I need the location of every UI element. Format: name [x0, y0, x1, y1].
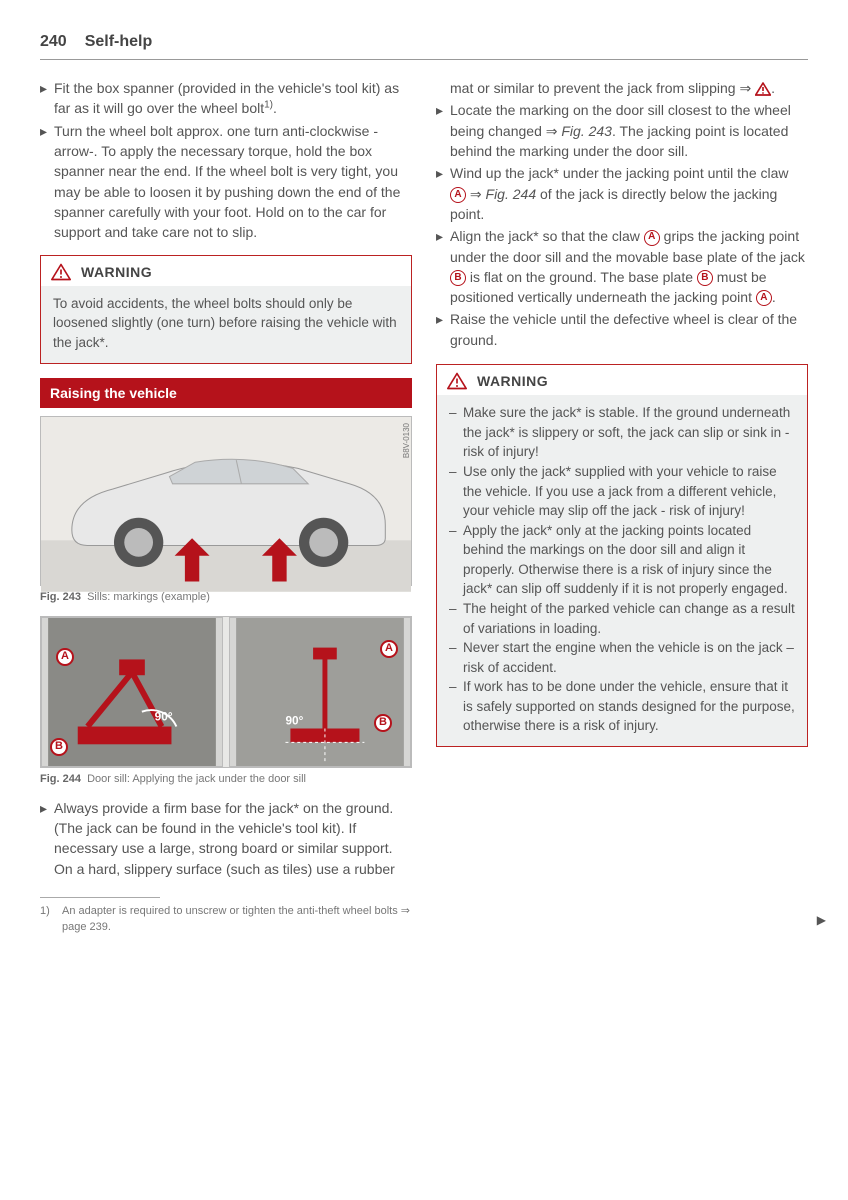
warning-box: WARNING –Make sure the jack* is stable. …: [436, 364, 808, 747]
bullet-marker: ▸: [40, 798, 54, 879]
warning-item-text: Apply the jack* only at the jacking poin…: [463, 521, 795, 599]
warning-header: WARNING: [437, 365, 807, 395]
warning-triangle-icon: [755, 82, 771, 96]
bullet-text: Wind up the jack* under the jacking poin…: [450, 163, 808, 224]
figure-code: B8V-0130: [401, 423, 413, 458]
footnote-number: 1): [40, 904, 62, 936]
continue-arrow-icon: ▶: [817, 912, 826, 929]
bullet-text: Turn the wheel bolt approx. one turn ant…: [54, 121, 412, 243]
svg-text:90°: 90°: [285, 713, 303, 727]
bullet-item: ▸Wind up the jack* under the jacking poi…: [436, 163, 808, 224]
bullet-text: Fit the box spanner (provided in the veh…: [54, 78, 412, 119]
bullet-item: ▸Align the jack* so that the claw A grip…: [436, 226, 808, 307]
left-column: ▸ Fit the box spanner (provided in the v…: [40, 78, 412, 936]
section-banner: Raising the vehicle: [40, 378, 412, 408]
figure-243: B8V-0130: [40, 416, 412, 586]
footnote: 1) An adapter is required to unscrew or …: [40, 904, 412, 936]
bullet-marker: ▸: [436, 163, 450, 224]
bullet-marker: ▸: [436, 226, 450, 307]
car-side-illustration: [41, 417, 411, 592]
bullet-marker: ▸: [436, 309, 450, 350]
dash-marker: –: [449, 462, 463, 521]
reference-circle-icon: A: [450, 187, 466, 203]
superscript: 1): [264, 100, 273, 111]
warning-triangle-icon: [447, 372, 467, 390]
warning-list-item: –Never start the engine when the vehicle…: [449, 638, 795, 677]
warning-item-text: The height of the parked vehicle can cha…: [463, 599, 795, 638]
reference-circle-icon: B: [697, 270, 713, 286]
right-bullets-list: ▸Locate the marking on the door sill clo…: [436, 100, 808, 350]
dash-marker: –: [449, 599, 463, 638]
warning-header: WARNING: [41, 256, 411, 286]
bullet-marker: ▸: [40, 78, 54, 119]
svg-text:90°: 90°: [155, 709, 173, 723]
warning-item-text: Use only the jack* supplied with your ve…: [463, 462, 795, 521]
bullet-text: Align the jack* so that the claw A grips…: [450, 226, 808, 307]
reference-circle-icon: A: [756, 290, 772, 306]
bullet-text: Raise the vehicle until the defective wh…: [450, 309, 808, 350]
figure-caption: Fig. 244 Door sill: Applying the jack un…: [40, 770, 412, 788]
bullet-item: ▸ Fit the box spanner (provided in the v…: [40, 78, 412, 119]
warning-list-item: –The height of the parked vehicle can ch…: [449, 599, 795, 638]
footnote-rule: [40, 897, 160, 898]
jack-illustration-row: 90° A B 90° A B: [41, 617, 411, 767]
warning-triangle-icon: [51, 263, 71, 281]
bullet-item: ▸ Always provide a firm base for the jac…: [40, 798, 412, 879]
warning-body: –Make sure the jack* is stable. If the g…: [437, 395, 807, 746]
two-column-layout: ▸ Fit the box spanner (provided in the v…: [40, 78, 808, 936]
warning-list-item: –If work has to be done under the vehicl…: [449, 677, 795, 736]
right-column: mat or similar to prevent the jack from …: [436, 78, 808, 936]
reference-circle-icon: B: [450, 270, 466, 286]
dash-marker: –: [449, 638, 463, 677]
warning-item-text: Never start the engine when the vehicle …: [463, 638, 795, 677]
bullet-item: ▸Raise the vehicle until the defective w…: [436, 309, 808, 350]
figure-244: B8V-0131 90° A B: [40, 616, 412, 768]
warning-list-item: –Apply the jack* only at the jacking poi…: [449, 521, 795, 599]
dash-marker: –: [449, 677, 463, 736]
bullet-marker: ▸: [40, 121, 54, 243]
bullet-item: ▸ Turn the wheel bolt approx. one turn a…: [40, 121, 412, 243]
warning-list-item: –Use only the jack* supplied with your v…: [449, 462, 795, 521]
bullet-text: Locate the marking on the door sill clos…: [450, 100, 808, 161]
bullet-marker: ▸: [436, 100, 450, 161]
warning-title: WARNING: [477, 371, 548, 391]
callout-a: A: [56, 648, 74, 666]
warning-list-item: –Make sure the jack* is stable. If the g…: [449, 403, 795, 462]
warning-item-text: Make sure the jack* is stable. If the gr…: [463, 403, 795, 462]
callout-a: A: [380, 640, 398, 658]
footnote-text: An adapter is required to unscrew or tig…: [62, 904, 412, 936]
page-number: 240: [40, 30, 67, 53]
callout-b: B: [50, 738, 68, 756]
dash-marker: –: [449, 403, 463, 462]
jack-panel-right: 90° A B: [229, 617, 411, 767]
warning-item-text: If work has to be done under the vehicle…: [463, 677, 795, 736]
callout-b: B: [374, 714, 392, 732]
reference-circle-icon: A: [644, 230, 660, 246]
warning-title: WARNING: [81, 262, 152, 282]
warning-box: WARNING To avoid accidents, the wheel bo…: [40, 255, 412, 364]
bullet-text: Always provide a firm base for the jack*…: [54, 798, 412, 879]
dash-marker: –: [449, 521, 463, 599]
bullet-item: ▸Locate the marking on the door sill clo…: [436, 100, 808, 161]
section-title: Self-help: [85, 30, 153, 53]
jack-panel-left: 90° A B: [41, 617, 223, 767]
page-header: 240 Self-help: [40, 30, 808, 60]
warning-body: To avoid accidents, the wheel bolts shou…: [41, 286, 411, 363]
continuation-text: mat or similar to prevent the jack from …: [436, 78, 808, 98]
